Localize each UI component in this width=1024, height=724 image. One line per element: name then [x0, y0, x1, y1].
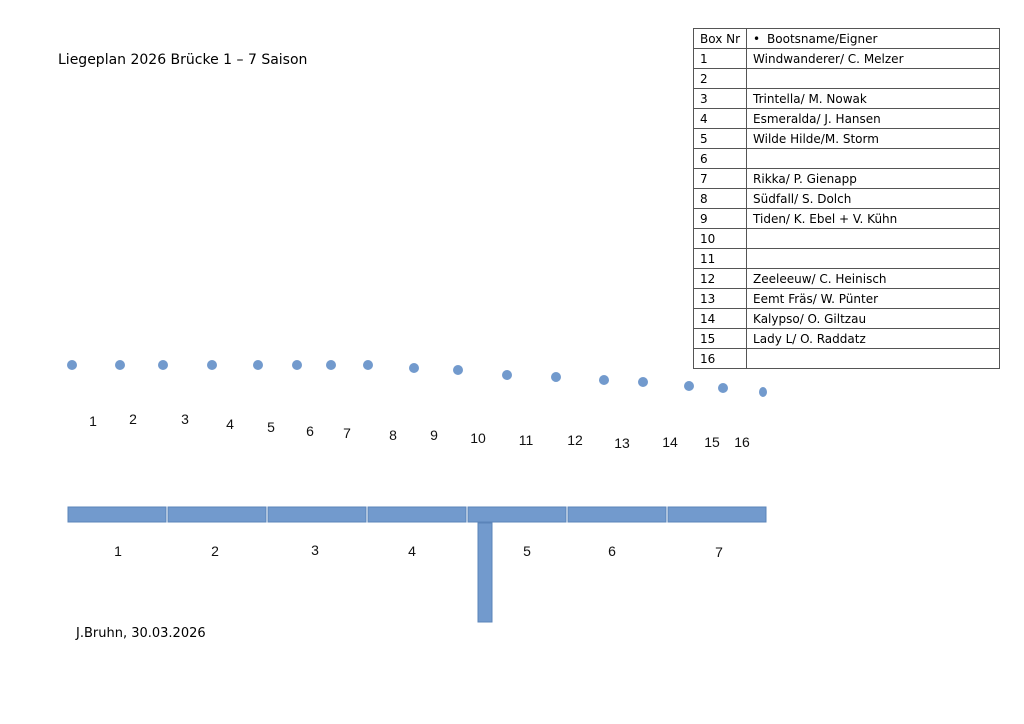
- column-header-boat-owner: • Bootsname/Eigner: [746, 28, 1000, 49]
- berth-assignment-table: Box Nr • Bootsname/Eigner 1 Windwanderer/ …: [692, 28, 1000, 369]
- pier-segment: [267, 506, 367, 523]
- mooring-post: [67, 360, 77, 370]
- mooring-post: [684, 381, 694, 391]
- mooring-post: [363, 360, 373, 370]
- pier-stem: [477, 522, 493, 623]
- author-date: J.Bruhn, 30.03.2026: [76, 626, 206, 641]
- box-number-cell: 16: [692, 348, 748, 369]
- berth-number-label: 2: [129, 411, 137, 427]
- pier-number-label: 3: [311, 542, 319, 558]
- box-number-cell: 13: [692, 288, 748, 309]
- box-number-cell: 14: [692, 308, 748, 329]
- berth-number-label: 14: [662, 434, 678, 450]
- boat-owner-cell: Eemt Fräs/ W. Pünter: [746, 288, 1000, 309]
- berth-number-label: 4: [226, 416, 234, 432]
- mooring-post: [718, 383, 728, 393]
- mooring-post: [115, 360, 125, 370]
- pier-number-label: 6: [608, 543, 616, 559]
- mooring-post: [326, 360, 336, 370]
- mooring-post: [207, 360, 217, 370]
- box-number-cell: 11: [692, 248, 748, 269]
- table-row: 9 Tiden/ K. Ebel + V. Kühn: [692, 208, 1000, 229]
- pier-segment: [67, 506, 167, 523]
- table-row: 3 Trintella/ M. Nowak: [692, 88, 1000, 109]
- berth-number-label: 7: [343, 425, 351, 441]
- mooring-posts: [67, 360, 767, 397]
- pier-number-label: 2: [211, 543, 219, 559]
- box-number-cell: 5: [692, 128, 748, 149]
- table-row: 2: [692, 68, 1000, 89]
- mooring-post: [292, 360, 302, 370]
- pier-number-label: 7: [715, 544, 723, 560]
- table-row: 13 Eemt Fräs/ W. Pünter: [692, 288, 1000, 309]
- mooring-post: [158, 360, 168, 370]
- mooring-post: [599, 375, 609, 385]
- berth-number-label: 6: [306, 423, 314, 439]
- mooring-post: [253, 360, 263, 370]
- pier-number-label: 4: [408, 543, 416, 559]
- boat-owner-cell: Trintella/ M. Nowak: [746, 88, 1000, 109]
- table-row: 12 Zeeleeuw/ C. Heinisch: [692, 268, 1000, 289]
- mooring-post: [453, 365, 463, 375]
- berth-number-label: 1: [89, 413, 97, 429]
- pier-segments: [67, 506, 767, 623]
- berth-number-label: 12: [567, 432, 583, 448]
- table-row: 15 Lady L/ O. Raddatz: [692, 328, 1000, 349]
- column-header-box-nr: Box Nr: [692, 28, 748, 49]
- boat-owner-cell: Tiden/ K. Ebel + V. Kühn: [746, 208, 1000, 229]
- berth-number-label: 10: [470, 430, 486, 446]
- berth-number-label: 3: [181, 411, 189, 427]
- pier-segment: [567, 506, 667, 523]
- pier-segment: [167, 506, 267, 523]
- pier-segment: [667, 506, 767, 523]
- mooring-post: [759, 387, 767, 397]
- bullet-icon: •: [753, 31, 761, 46]
- mooring-post: [551, 372, 561, 382]
- mooring-post: [502, 370, 512, 380]
- berth-number-label: 9: [430, 427, 438, 443]
- berth-number-label: 11: [519, 432, 534, 448]
- table-row: 10: [692, 228, 1000, 249]
- mooring-post: [409, 363, 419, 373]
- table-body: 1 Windwanderer/ C. Melzer 2 3 Trintella/ M. …: [692, 48, 1000, 369]
- box-number-cell: 10: [692, 228, 748, 249]
- pier-number-label: 5: [523, 543, 531, 559]
- boat-owner-cell: [746, 348, 1000, 369]
- page-title: Liegeplan 2026 Brücke 1 – 7 Saison: [58, 52, 308, 68]
- boat-owner-cell: Lady L/ O. Raddatz: [746, 328, 1000, 349]
- table-row: 16: [692, 348, 1000, 369]
- berth-labels: 1 2 3 4 5 6 7 8 9 10 11 12 13 14 15 16: [89, 411, 750, 451]
- pier-labels: 1 2 3 4 5 6 7: [114, 542, 723, 560]
- berth-number-label: 8: [389, 427, 397, 443]
- table-row: 1 Windwanderer/ C. Melzer: [692, 48, 1000, 69]
- berth-number-label: 16: [734, 434, 750, 450]
- pier-segment: [367, 506, 467, 523]
- mooring-post: [638, 377, 648, 387]
- pier-segment: [467, 506, 567, 523]
- table-header-row: Box Nr • Bootsname/Eigner: [692, 28, 1000, 49]
- berth-number-label: 5: [267, 419, 275, 435]
- pier-number-label: 1: [114, 543, 122, 559]
- boat-owner-cell: Zeeleeuw/ C. Heinisch: [746, 268, 1000, 289]
- berth-number-label: 15: [704, 434, 720, 450]
- berth-number-label: 13: [614, 435, 630, 451]
